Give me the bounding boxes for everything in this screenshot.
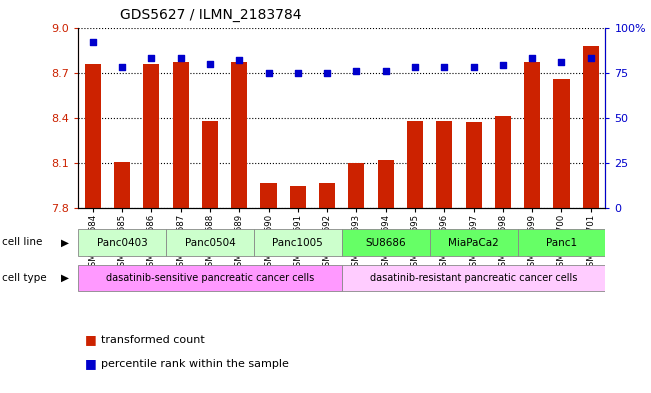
Text: percentile rank within the sample: percentile rank within the sample — [101, 358, 289, 369]
Bar — [553, 79, 570, 208]
Text: ■: ■ — [85, 333, 96, 347]
Point — [263, 70, 274, 76]
FancyBboxPatch shape — [78, 265, 342, 291]
Bar — [202, 121, 218, 208]
Point — [117, 64, 127, 70]
Point — [556, 59, 566, 65]
Point — [292, 70, 303, 76]
Bar — [143, 64, 159, 208]
Point — [410, 64, 421, 70]
Bar — [114, 162, 130, 208]
Bar — [465, 123, 482, 208]
Point — [175, 55, 186, 61]
FancyBboxPatch shape — [342, 230, 430, 256]
Bar — [85, 64, 101, 208]
Bar — [231, 62, 247, 208]
Text: Panc1005: Panc1005 — [273, 238, 323, 248]
Point — [497, 62, 508, 69]
Bar — [378, 160, 394, 208]
Point — [87, 39, 98, 45]
Point — [380, 68, 391, 74]
Bar — [407, 121, 423, 208]
Text: dasatinib-resistant pancreatic cancer cells: dasatinib-resistant pancreatic cancer ce… — [370, 273, 577, 283]
FancyBboxPatch shape — [78, 230, 166, 256]
Text: Panc0403: Panc0403 — [97, 238, 147, 248]
Text: MiaPaCa2: MiaPaCa2 — [449, 238, 499, 248]
Bar — [495, 116, 511, 208]
Point — [469, 64, 479, 70]
Point — [527, 55, 538, 61]
Bar — [348, 163, 365, 208]
Text: Panc0504: Panc0504 — [185, 238, 235, 248]
Point — [352, 68, 362, 74]
Text: ▶: ▶ — [61, 273, 68, 283]
Bar — [583, 46, 599, 208]
Bar — [436, 121, 452, 208]
FancyBboxPatch shape — [518, 230, 605, 256]
Bar — [173, 62, 189, 208]
Text: cell line: cell line — [2, 237, 42, 248]
Text: ▶: ▶ — [61, 237, 68, 248]
FancyBboxPatch shape — [166, 230, 254, 256]
FancyBboxPatch shape — [342, 265, 605, 291]
FancyBboxPatch shape — [254, 230, 342, 256]
Bar — [524, 62, 540, 208]
Point — [204, 61, 215, 67]
Bar — [290, 185, 306, 208]
Text: cell type: cell type — [2, 273, 47, 283]
Text: Panc1: Panc1 — [546, 238, 577, 248]
Text: dasatinib-sensitive pancreatic cancer cells: dasatinib-sensitive pancreatic cancer ce… — [106, 273, 314, 283]
Point — [146, 55, 156, 61]
Text: ■: ■ — [85, 357, 96, 370]
FancyBboxPatch shape — [430, 230, 518, 256]
Point — [322, 70, 332, 76]
Text: SU8686: SU8686 — [365, 238, 406, 248]
Text: transformed count: transformed count — [101, 335, 204, 345]
Bar — [319, 183, 335, 208]
Text: GDS5627 / ILMN_2183784: GDS5627 / ILMN_2183784 — [120, 8, 302, 22]
Point — [586, 55, 596, 61]
Point — [439, 64, 449, 70]
Point — [234, 57, 245, 63]
Bar — [260, 183, 277, 208]
